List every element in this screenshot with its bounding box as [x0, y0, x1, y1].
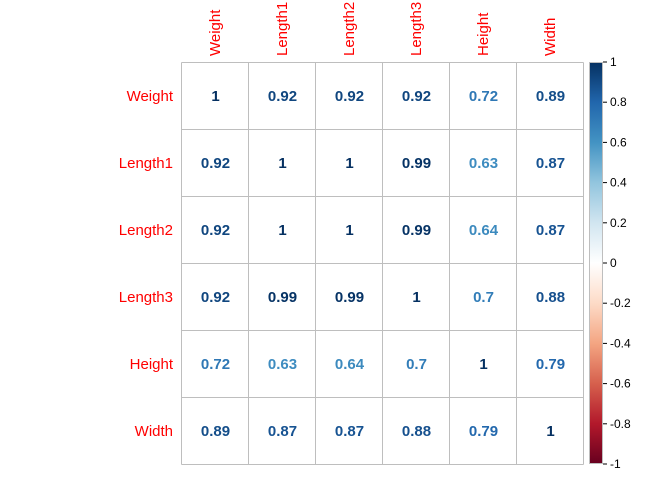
column-labels: Weight Length1 Length2 Length3 Height Width	[207, 2, 559, 56]
cell-value-length2-width: 0.87	[536, 222, 565, 239]
cell-value-width-length1: 0.87	[268, 423, 297, 440]
colorbar-tick-label: 1	[610, 55, 617, 69]
column-label-weight: Weight	[207, 9, 224, 56]
colorbar-gradient	[589, 62, 603, 464]
row-label-width: Width	[135, 423, 173, 440]
colorbar-tick-label: 0.6	[610, 135, 627, 149]
cell-value-length3-weight: 0.92	[201, 289, 230, 306]
cell-value-height-length3: 0.7	[406, 356, 427, 373]
cell-value-weight-length3: 0.92	[402, 88, 431, 105]
cell-value-length3-width: 0.88	[536, 289, 565, 306]
cell-value-length3-height: 0.7	[473, 289, 494, 306]
cell-value-length1-height: 0.63	[469, 155, 498, 172]
cell-value-height-width: 0.79	[536, 356, 565, 373]
cell-value-length1-width: 0.87	[536, 155, 565, 172]
cell-value-weight-length1: 0.92	[268, 88, 297, 105]
cell-value-length2-length2: 1	[345, 222, 353, 239]
cell-value-width-width: 1	[546, 423, 554, 440]
row-label-weight: Weight	[127, 88, 174, 105]
cell-value-length1-length3: 0.99	[402, 155, 431, 172]
row-label-length3: Length3	[119, 289, 173, 306]
cell-value-width-weight: 0.89	[201, 423, 230, 440]
colorbar-tick-label: 0.4	[610, 176, 627, 190]
cell-value-length2-length3: 0.99	[402, 222, 431, 239]
cell-value-weight-length2: 0.92	[335, 88, 364, 105]
column-label-height: Height	[475, 12, 492, 56]
colorbar-tick-label: 0	[610, 256, 617, 270]
cell-value-height-length2: 0.64	[335, 356, 365, 373]
cell-value-weight-weight: 1	[211, 88, 219, 105]
row-label-length1: Length1	[119, 155, 173, 172]
row-label-height: Height	[130, 356, 174, 373]
cell-value-height-weight: 0.72	[201, 356, 230, 373]
colorbar-tick-label: 0.8	[610, 95, 627, 109]
cell-value-length3-length3: 1	[412, 289, 420, 306]
row-labels: Weight Length1 Length2 Length3 Height Width	[119, 88, 174, 440]
cell-value-length3-length2: 0.99	[335, 289, 364, 306]
cell-value-height-length1: 0.63	[268, 356, 297, 373]
cell-value-length2-length1: 1	[278, 222, 286, 239]
cell-value-length1-length1: 1	[278, 155, 286, 172]
cell-value-width-length2: 0.87	[335, 423, 364, 440]
cell-value-weight-width: 0.89	[536, 88, 565, 105]
colorbar-tick-label: 0.2	[610, 216, 627, 230]
colorbar-tick-label: -0.4	[610, 336, 631, 350]
grid-layer	[181, 62, 584, 465]
colorbar-tick-label: -0.8	[610, 417, 631, 431]
colorbar-tick-label: -0.2	[610, 296, 631, 310]
column-label-length1: Length1	[274, 2, 291, 56]
cell-value-length3-length1: 0.99	[268, 289, 297, 306]
cell-value-height-height: 1	[479, 356, 487, 373]
column-label-length3: Length3	[408, 2, 425, 56]
cell-value-width-height: 0.79	[469, 423, 498, 440]
colorbar-outline	[589, 62, 603, 464]
colorbar: 1 0.8 0.6 0.4 0.2 0 -0.2 -0.4 -0.6 -0.8 -1	[589, 55, 631, 471]
cell-value-width-length3: 0.88	[402, 423, 431, 440]
colorbar-tick-label: -0.6	[610, 377, 631, 391]
cell-value-weight-height: 0.72	[469, 88, 498, 105]
cell-value-length1-weight: 0.92	[201, 155, 230, 172]
cell-values: 1 0.92 0.92 0.92 0.72 0.89 0.92 1 1 0.99 0.63 0.87 0…	[201, 88, 565, 440]
column-label-length2: Length2	[341, 2, 358, 56]
cell-value-length2-height: 0.64	[469, 222, 499, 239]
column-label-width: Width	[542, 18, 559, 56]
cell-value-length2-weight: 0.92	[201, 222, 230, 239]
cell-value-length1-length2: 1	[345, 155, 353, 172]
row-label-length2: Length2	[119, 222, 173, 239]
colorbar-tick-label: -1	[610, 457, 621, 471]
